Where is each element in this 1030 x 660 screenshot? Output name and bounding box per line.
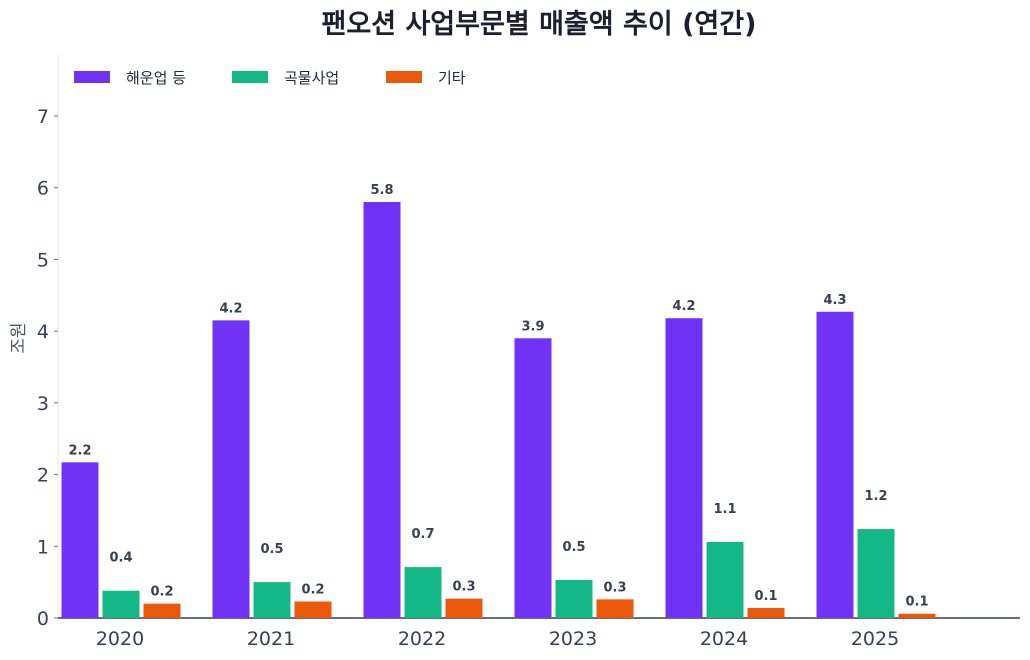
bar — [555, 579, 593, 618]
data-label: 4.2 — [219, 301, 242, 316]
bar — [253, 582, 291, 618]
data-label: 0.3 — [603, 580, 626, 595]
legend-swatch — [74, 71, 110, 83]
y-tick-label: 7 — [37, 106, 49, 128]
data-label: 4.3 — [823, 293, 846, 308]
bar — [898, 613, 936, 618]
legend-label: 해운업 등 — [126, 69, 186, 87]
plot-area: 0 1 2 3 4 5 6 7 2.2 0.4 0.2 2020 4.2 0.5 0.2 2021 5.8 0.7… — [37, 55, 1020, 650]
data-label: 3.9 — [521, 319, 544, 334]
data-label: 2.2 — [68, 443, 91, 458]
y-tick-label: 4 — [37, 321, 49, 343]
bar — [665, 318, 703, 618]
legend-swatch — [232, 71, 268, 83]
data-label: 0.3 — [452, 580, 475, 595]
data-label: 0.1 — [905, 595, 928, 610]
bar — [363, 202, 401, 618]
data-label: 0.4 — [109, 551, 132, 566]
bar — [857, 529, 895, 618]
x-tick-label: 2021 — [247, 628, 295, 650]
y-tick-label: 2 — [37, 465, 49, 487]
bar — [143, 603, 181, 618]
y-tick-label: 0 — [37, 608, 49, 630]
bar — [596, 599, 634, 618]
y-axis-label: 조원 — [9, 322, 29, 353]
data-label: 0.5 — [260, 542, 283, 557]
legend-label: 기타 — [438, 69, 466, 87]
x-tick-label: 2022 — [398, 628, 446, 650]
bar — [445, 598, 483, 618]
bar — [294, 601, 332, 618]
x-tick-label: 2024 — [700, 628, 748, 650]
y-tick-label: 6 — [37, 178, 49, 200]
legend: 해운업 등 곡물사업 기타 — [74, 69, 466, 87]
bar — [514, 338, 552, 618]
bar — [212, 320, 250, 618]
data-label: 1.1 — [713, 502, 736, 517]
chart-title: 팬오션 사업부문별 매출액 추이 (연간) — [322, 9, 757, 40]
bar — [706, 541, 744, 618]
bar — [404, 567, 442, 618]
bar — [816, 311, 854, 618]
legend-label: 곡물사업 — [284, 69, 339, 87]
legend-swatch — [386, 71, 422, 83]
x-tick-label: 2023 — [549, 628, 597, 650]
bar — [102, 590, 140, 618]
data-label: 0.2 — [301, 583, 324, 598]
data-label: 0.1 — [754, 589, 777, 604]
data-label: 4.2 — [672, 299, 695, 314]
bar — [747, 607, 785, 618]
data-label: 0.2 — [150, 585, 173, 600]
data-label: 5.8 — [370, 183, 393, 198]
data-label: 0.7 — [411, 527, 434, 542]
data-label: 0.5 — [562, 540, 585, 555]
y-tick-label: 1 — [37, 536, 49, 558]
x-tick-label: 2025 — [851, 628, 899, 650]
bar — [61, 462, 99, 618]
x-tick-label: 2020 — [96, 628, 144, 650]
y-tick-label: 5 — [37, 249, 49, 271]
data-label: 1.2 — [864, 489, 887, 504]
y-tick-label: 3 — [37, 393, 49, 415]
